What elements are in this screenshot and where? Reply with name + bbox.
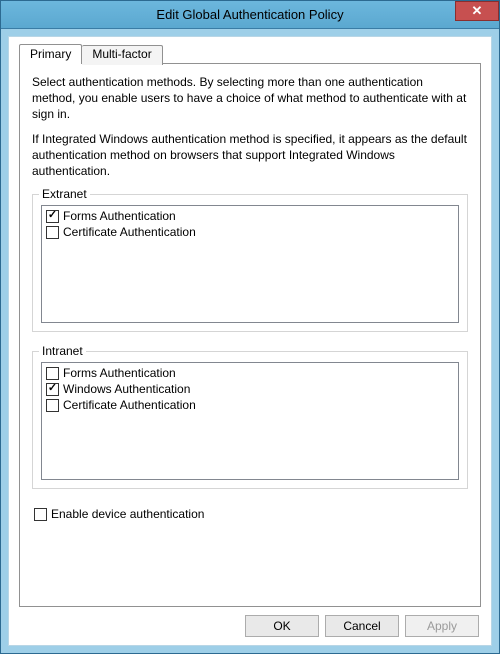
cancel-button[interactable]: Cancel <box>325 615 399 637</box>
intranet-option-windows[interactable]: Windows Authentication <box>44 381 456 397</box>
checkbox-icon[interactable] <box>46 367 59 380</box>
titlebar: Edit Global Authentication Policy ✕ <box>1 1 499 29</box>
checkbox-icon[interactable] <box>46 399 59 412</box>
group-extranet-legend: Extranet <box>39 187 90 201</box>
enable-device-auth-label: Enable device authentication <box>51 507 204 521</box>
option-label: Forms Authentication <box>63 209 176 223</box>
spacer <box>32 521 468 596</box>
window-title: Edit Global Authentication Policy <box>1 7 499 22</box>
close-button[interactable]: ✕ <box>455 1 499 21</box>
tab-primary[interactable]: Primary <box>19 44 82 64</box>
description-2: If Integrated Windows authentication met… <box>32 131 468 180</box>
dialog-buttons: OK Cancel Apply <box>19 607 481 637</box>
tabstrip: Primary Multi-factor <box>19 44 481 64</box>
checkbox-icon[interactable] <box>46 226 59 239</box>
extranet-listbox[interactable]: Forms Authentication Certificate Authent… <box>41 205 459 323</box>
option-label: Forms Authentication <box>63 366 176 380</box>
group-intranet: Intranet Forms Authentication Windows Au… <box>32 344 468 489</box>
dialog-frame: Primary Multi-factor Select authenticati… <box>1 29 499 653</box>
checkbox-icon[interactable] <box>34 508 47 521</box>
ok-button[interactable]: OK <box>245 615 319 637</box>
tab-panel-primary: Select authentication methods. By select… <box>19 63 481 607</box>
intranet-listbox[interactable]: Forms Authentication Windows Authenticat… <box>41 362 459 480</box>
apply-button[interactable]: Apply <box>405 615 479 637</box>
enable-device-auth-row[interactable]: Enable device authentication <box>34 507 468 521</box>
intranet-option-forms[interactable]: Forms Authentication <box>44 365 456 381</box>
tab-multifactor[interactable]: Multi-factor <box>82 45 162 65</box>
checkbox-icon[interactable] <box>46 383 59 396</box>
option-label: Windows Authentication <box>63 382 190 396</box>
description-1: Select authentication methods. By select… <box>32 74 468 123</box>
dialog-body: Primary Multi-factor Select authenticati… <box>8 36 492 646</box>
extranet-option-certificate[interactable]: Certificate Authentication <box>44 224 456 240</box>
intranet-option-certificate[interactable]: Certificate Authentication <box>44 397 456 413</box>
group-intranet-legend: Intranet <box>39 344 86 358</box>
checkbox-icon[interactable] <box>46 210 59 223</box>
dialog-window: Edit Global Authentication Policy ✕ Prim… <box>0 0 500 654</box>
option-label: Certificate Authentication <box>63 225 196 239</box>
extranet-option-forms[interactable]: Forms Authentication <box>44 208 456 224</box>
group-extranet: Extranet Forms Authentication Certificat… <box>32 187 468 332</box>
close-icon: ✕ <box>472 3 483 19</box>
option-label: Certificate Authentication <box>63 398 196 412</box>
